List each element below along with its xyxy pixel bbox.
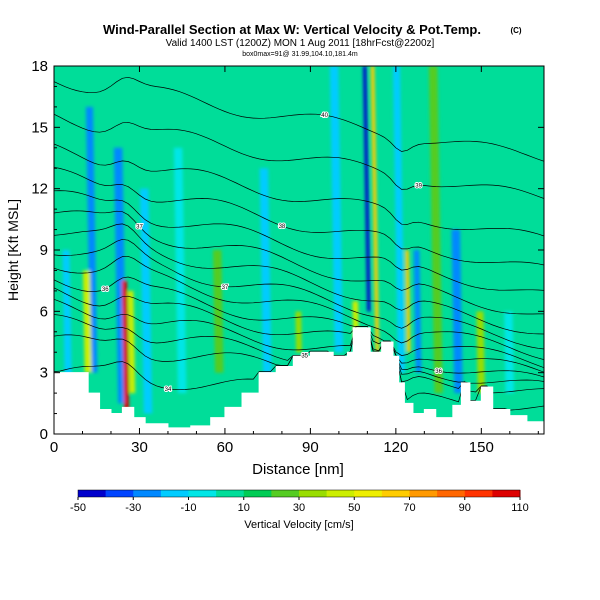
colorbar-swatch — [354, 490, 383, 497]
colorbar-tick-label: 70 — [403, 502, 415, 514]
w-cell-18 — [428, 66, 443, 394]
colorbar-tick-label: 30 — [293, 502, 305, 514]
theta-contour-4 — [54, 287, 544, 373]
theta-contour-10 — [54, 190, 544, 291]
y-axis-label: Height [Kft MSL] — [5, 199, 21, 301]
theta-contour-label: 36 — [435, 369, 442, 375]
colorbar-swatch — [133, 490, 162, 497]
y-tick-label: 12 — [31, 181, 48, 198]
y-tick-label: 18 — [31, 58, 48, 75]
copyright-mark: (C) — [510, 26, 521, 35]
theta-contour-6 — [54, 255, 544, 360]
max-location-subtitle: box0max=91@ 31.99,104.10,181.4m — [242, 51, 358, 58]
theta-contour-3 — [54, 298, 544, 378]
colorbar-swatch — [492, 490, 521, 497]
w-cell-8 — [212, 250, 224, 373]
w-cell-21 — [504, 311, 515, 394]
valid-time-subtitle: Valid 1400 LST (1200Z) MON 1 Aug 2011 [1… — [166, 38, 435, 49]
y-tick-label: 15 — [31, 119, 48, 136]
theta-contour-12 — [54, 143, 544, 237]
w-cell-3 — [139, 188, 153, 414]
x-tick-label: 120 — [383, 439, 408, 456]
x-tick-label: 150 — [469, 439, 494, 456]
theta-contour-14 — [54, 76, 544, 162]
theta-contour-label: 35 — [301, 353, 308, 359]
colorbar-tick-label: -30 — [125, 502, 141, 514]
theta-contour-9 — [54, 210, 544, 315]
potential-temperature-contours — [54, 76, 544, 411]
colorbar-swatch — [464, 490, 493, 497]
theta-contour-label: 39 — [415, 183, 422, 189]
colorbar-tick-label: -10 — [181, 502, 197, 514]
w-cell-10 — [295, 311, 302, 353]
theta-contour-7 — [54, 238, 544, 350]
colorbar-swatch — [105, 490, 134, 497]
w-cell-11 — [329, 66, 344, 353]
colorbar-tick-label: 10 — [238, 502, 250, 514]
colorbar-swatch — [299, 490, 328, 497]
w-cell-5 — [122, 280, 130, 414]
chart-title: Wind-Parallel Section at Max W: Vertical… — [103, 22, 481, 37]
terrain-mask — [54, 327, 544, 434]
theta-contour-label: 40 — [321, 113, 328, 119]
colorbar-label: Vertical Velocity [cm/s] — [244, 519, 353, 531]
colorbar-swatch — [326, 490, 355, 497]
colorbar-swatch — [243, 490, 272, 497]
colorbar-swatch — [437, 490, 466, 497]
y-tick-label: 3 — [40, 365, 48, 382]
theta-contour-11 — [54, 166, 544, 266]
theta-contour-label: 38 — [279, 224, 286, 230]
colorbar-swatch — [216, 490, 245, 497]
theta-contour-2 — [54, 314, 544, 384]
x-tick-label: 90 — [302, 439, 319, 456]
theta-contour-label: 37 — [136, 225, 143, 231]
w-cell-13 — [362, 66, 371, 312]
w-cell-4 — [82, 270, 92, 373]
theta-contour-13 — [54, 113, 544, 199]
colorbar-swatch — [188, 490, 217, 497]
w-cell-17 — [413, 250, 422, 373]
w-cell-9 — [259, 168, 272, 394]
theta-contour-label: 36 — [102, 287, 109, 293]
plot-area — [54, 66, 544, 434]
colorbar-tick-label: 110 — [511, 502, 529, 514]
w-cell-16 — [405, 250, 411, 353]
colorbar-tick-label: 90 — [459, 502, 471, 514]
x-tick-label: 60 — [217, 439, 234, 456]
theta-contour-label: 37 — [222, 285, 229, 291]
y-tick-label: 0 — [40, 426, 48, 443]
colorbar-tick-label: -50 — [70, 502, 86, 514]
w-cell-1 — [85, 106, 98, 373]
x-tick-label: 0 — [50, 439, 58, 456]
colorbar-swatch — [160, 490, 189, 497]
theta-contour-label: 34 — [165, 387, 172, 393]
w-cell-6 — [127, 290, 136, 394]
w-cell-19 — [451, 229, 463, 394]
colorbar-swatch — [78, 490, 107, 497]
colorbar-tick-label: 50 — [348, 502, 360, 514]
w-cell-15 — [392, 66, 406, 373]
theta-contour-5 — [54, 276, 544, 369]
colorbar: -50 -30 -10 10 30 50 70 90 110 — [70, 489, 529, 514]
theta-contour-8 — [54, 223, 544, 335]
w-cell-20 — [476, 311, 485, 394]
y-tick-label: 9 — [40, 242, 48, 259]
colorbar-swatch — [271, 490, 300, 497]
colorbar-swatch — [409, 490, 438, 497]
colorbar-swatch — [381, 490, 410, 497]
y-tick-label: 6 — [40, 303, 48, 320]
x-tick-label: 30 — [131, 439, 148, 456]
contour-labels: 34 35 36 36 37 37 38 39 40 — [101, 112, 444, 394]
x-axis: 0 30 60 90 120 150 — [50, 66, 539, 456]
x-axis-label: Distance [nm] — [252, 461, 344, 478]
w-cell-7 — [173, 147, 187, 394]
